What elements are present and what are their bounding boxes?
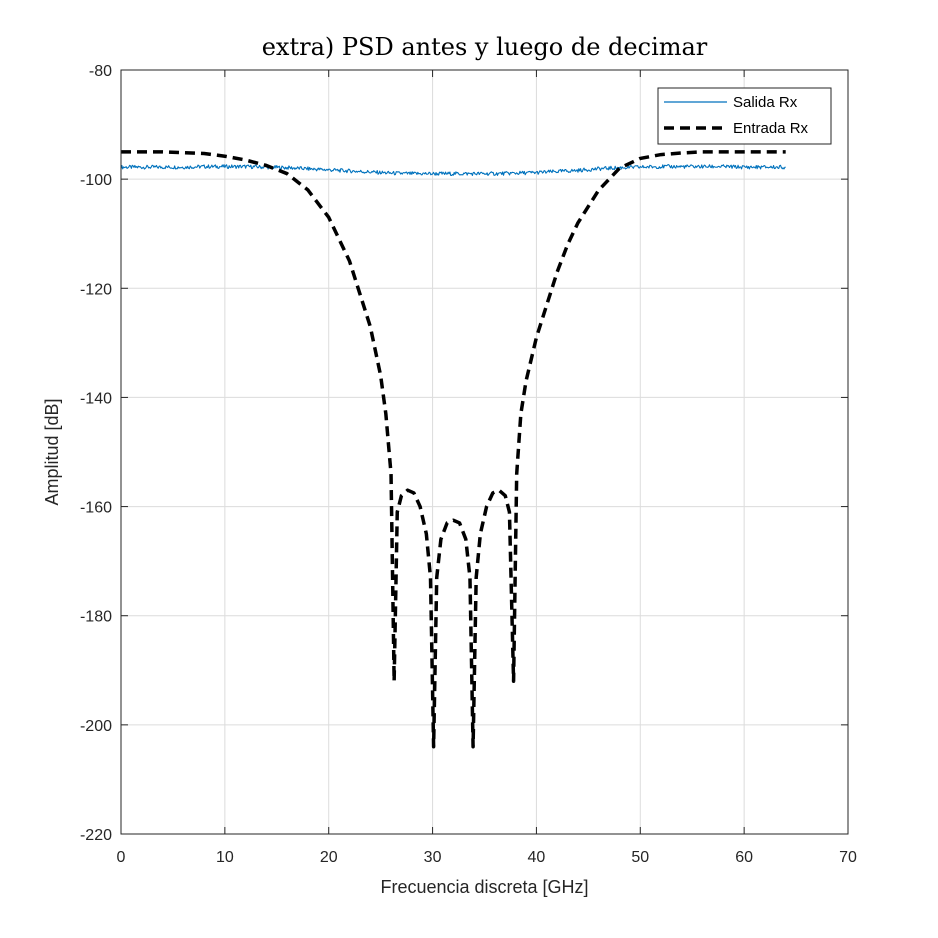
x-tick-label: 60 bbox=[735, 849, 753, 866]
y-tick-label: -100 bbox=[80, 172, 112, 189]
series-line-entrada-rx bbox=[121, 150, 786, 749]
series-layer bbox=[120, 150, 786, 749]
y-tick-label: -200 bbox=[80, 718, 112, 735]
x-tick-label: 50 bbox=[631, 849, 649, 866]
x-axis-label: Frecuencia discreta [GHz] bbox=[380, 877, 588, 897]
legend-label-entrada-rx: Entrada Rx bbox=[733, 120, 809, 137]
y-tick-label: -220 bbox=[80, 827, 112, 844]
grid-lines bbox=[121, 70, 848, 834]
y-tick-label: -140 bbox=[80, 390, 112, 407]
plot-area bbox=[121, 70, 848, 834]
axis-ticks: 0 10 20 30 40 50 60 70 -220 -200 -180 -160 -140 -120 -… bbox=[80, 63, 857, 866]
x-tick-label: 20 bbox=[320, 849, 338, 866]
x-tick-label: 40 bbox=[528, 849, 546, 866]
y-tick-label: -80 bbox=[89, 63, 112, 80]
plot-frame bbox=[120, 69, 849, 835]
x-tick-label: 70 bbox=[839, 849, 857, 866]
y-tick-label: -160 bbox=[80, 500, 112, 517]
x-tick-label: 30 bbox=[424, 849, 442, 866]
legend: Salida Rx Entrada Rx bbox=[657, 87, 832, 145]
x-tick-label: 10 bbox=[216, 849, 234, 866]
y-tick-label: -180 bbox=[80, 609, 112, 626]
y-tick-label: -120 bbox=[80, 281, 112, 298]
legend-box bbox=[657, 87, 832, 145]
series-line-salida-rx bbox=[120, 164, 786, 177]
x-tick-label: 0 bbox=[117, 849, 126, 866]
legend-label-salida-rx: Salida Rx bbox=[733, 94, 798, 111]
y-axis-label: Amplitud [dB] bbox=[42, 398, 62, 505]
chart-title: extra) PSD antes y luego de decimar bbox=[262, 33, 708, 61]
